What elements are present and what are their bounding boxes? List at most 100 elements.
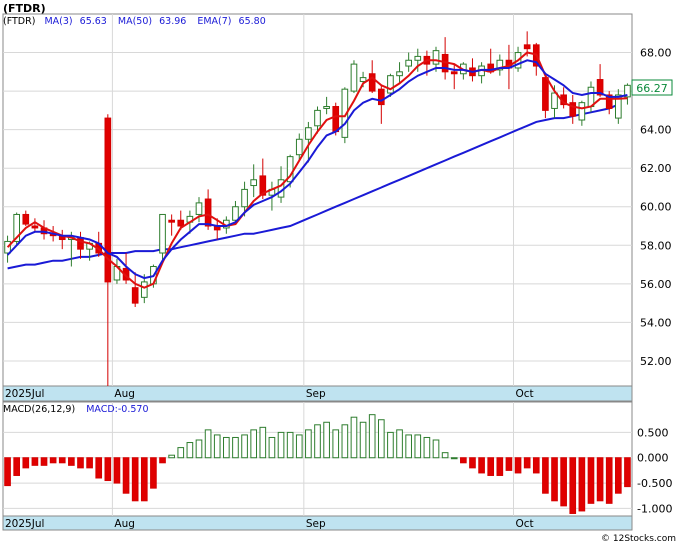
macd-bar — [441, 452, 449, 459]
macd-bar — [86, 457, 93, 469]
ma-legend: (FTDR) MA(3) 65.63 MA(50) 63.96 EMA(7) 6… — [3, 16, 266, 27]
candle — [569, 94, 577, 124]
macd-bar — [523, 457, 531, 469]
candle — [250, 164, 258, 198]
month-label: 2025Jul — [5, 388, 44, 400]
price-date-bar — [2, 385, 633, 402]
month-label: Oct — [515, 518, 533, 530]
legend-ma3-label: MA(3) — [44, 16, 72, 27]
candle — [596, 64, 604, 97]
ema7-line — [6, 59, 628, 280]
price-tick-label: 64.00 — [640, 124, 672, 137]
macd-bar — [186, 442, 194, 459]
macd-bar — [496, 457, 504, 476]
candle — [350, 60, 358, 94]
candle-body — [159, 213, 166, 254]
candle-body — [314, 109, 321, 127]
candle-body — [368, 73, 376, 92]
candle-body — [259, 175, 267, 196]
candle — [104, 114, 112, 386]
month-label: Sep — [306, 388, 326, 400]
legend-ma3-value: 65.63 — [80, 16, 107, 27]
candle-body — [323, 106, 330, 109]
candle-body — [523, 44, 531, 50]
macd-bar — [13, 457, 20, 476]
macd-value: MACD:-0.570 — [86, 404, 148, 415]
macd-bar — [4, 457, 11, 487]
candle — [377, 85, 385, 124]
macd-bar — [350, 416, 358, 459]
macd-bar — [259, 426, 267, 459]
candle — [387, 73, 394, 97]
candle — [168, 214, 175, 236]
macd-bar — [432, 439, 440, 459]
macd-bar — [368, 414, 376, 459]
macd-bar — [387, 431, 394, 459]
month-label: Sep — [306, 518, 326, 530]
candle — [13, 212, 20, 246]
candle-body — [624, 84, 631, 98]
candle — [177, 210, 185, 230]
candle-body — [195, 202, 203, 215]
macd-bar — [323, 421, 330, 459]
candle-body — [542, 77, 549, 111]
macd-tick-label: -0.500 — [637, 477, 672, 490]
candle-body — [250, 179, 258, 187]
candle-body — [377, 88, 385, 106]
candle — [4, 235, 11, 263]
macd-bar — [596, 457, 604, 502]
macd-bar — [587, 457, 595, 504]
candle-body — [4, 240, 11, 254]
macd-bar — [232, 436, 239, 459]
macd-bar — [532, 457, 540, 474]
legend-ema7-value: 65.80 — [239, 16, 266, 27]
candle-body — [305, 127, 312, 140]
macd-bar — [569, 457, 577, 514]
candles — [4, 31, 631, 386]
price-tick-label: 58.00 — [640, 239, 672, 252]
candle-body — [241, 188, 248, 208]
macd-bar — [578, 457, 586, 512]
candle — [624, 83, 631, 105]
macd-bar — [113, 457, 121, 484]
candle-body — [405, 59, 412, 67]
macd-bar — [241, 434, 248, 459]
candle — [405, 52, 412, 72]
candle-body — [332, 106, 340, 133]
macd-bar — [359, 421, 367, 459]
candle — [232, 200, 239, 225]
candle-body — [31, 225, 39, 229]
macd-bar — [377, 419, 385, 459]
candle-body — [22, 213, 30, 225]
candle — [496, 54, 504, 76]
macd-bar — [615, 457, 622, 494]
macd-bar — [295, 434, 303, 459]
ma3-line — [6, 51, 628, 289]
candle — [241, 181, 248, 217]
candle-body — [168, 219, 175, 223]
last-price-tag: 66.27 — [631, 79, 673, 96]
candle-body — [596, 79, 604, 96]
month-label: Oct — [515, 388, 533, 400]
macd-legend: MACD(26,12,9) MACD:-0.570 — [3, 404, 149, 415]
ma-lines — [6, 51, 628, 289]
macd-bar — [551, 457, 558, 502]
candle — [286, 154, 294, 188]
macd-bar — [204, 429, 212, 459]
axes: 52.0054.0056.0058.0060.0062.0064.0066.00… — [5, 47, 672, 530]
macd-bar — [405, 434, 412, 459]
price-tick-label: 56.00 — [640, 278, 672, 291]
macd-histogram — [4, 414, 631, 514]
macd-bar — [122, 457, 130, 494]
macd-bar — [58, 457, 66, 464]
macd-bar — [22, 457, 30, 469]
macd-bar — [460, 457, 467, 464]
price-tick-label: 52.00 — [640, 355, 672, 368]
price-tick-label: 62.00 — [640, 162, 672, 175]
macd-bar — [396, 429, 403, 459]
candle — [305, 121, 312, 163]
candle-body — [396, 71, 403, 77]
candle-body — [13, 213, 20, 242]
